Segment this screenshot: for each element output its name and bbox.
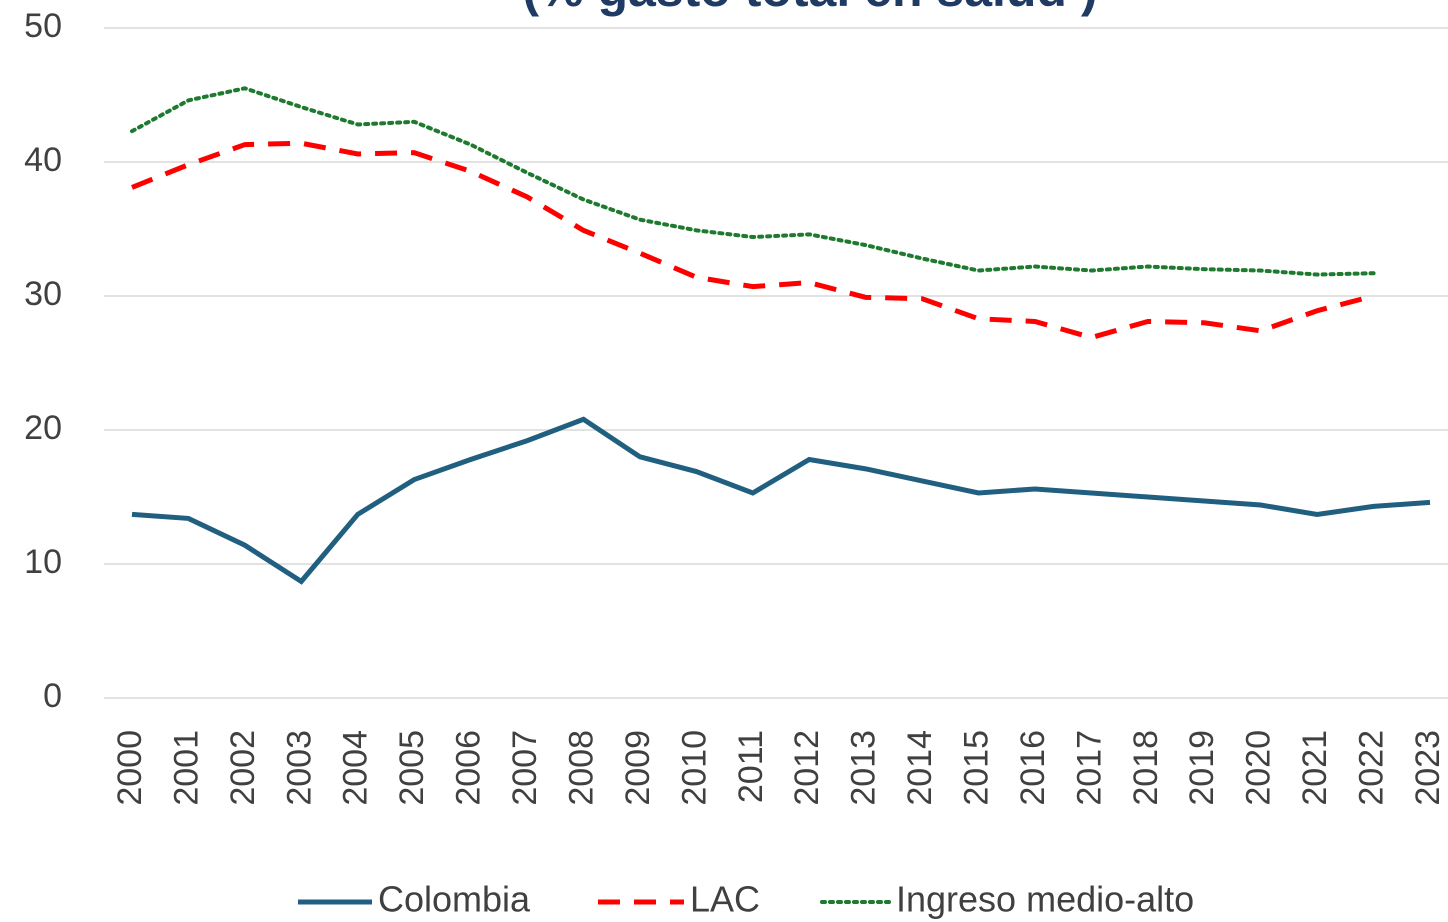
y-tick-label: 0 bbox=[43, 677, 62, 715]
legend-label: LAC bbox=[690, 879, 760, 920]
x-tick-label: 2017 bbox=[1070, 730, 1108, 806]
x-tick-label: 2005 bbox=[393, 730, 431, 806]
x-tick-label: 2015 bbox=[958, 730, 996, 806]
x-tick-label: 2013 bbox=[845, 730, 883, 806]
x-tick-label: 2002 bbox=[224, 730, 262, 806]
legend-label: Colombia bbox=[378, 879, 531, 920]
y-tick-label: 20 bbox=[24, 409, 62, 447]
series-line bbox=[131, 416, 1431, 585]
x-tick-label: 2006 bbox=[450, 730, 488, 806]
x-tick-label: 2010 bbox=[675, 730, 713, 806]
series-line bbox=[131, 140, 1375, 341]
x-tick-label: 2020 bbox=[1240, 730, 1278, 806]
x-tick-label: 2008 bbox=[562, 730, 600, 806]
x-tick-label: 2003 bbox=[280, 730, 318, 806]
x-tick-label: 2018 bbox=[1127, 730, 1165, 806]
x-tick-label: 2007 bbox=[506, 730, 544, 806]
y-tick-label: 40 bbox=[24, 141, 62, 179]
x-tick-label: 2004 bbox=[337, 730, 375, 806]
legend-label: Ingreso medio-alto bbox=[896, 879, 1194, 920]
x-tick-label: 2000 bbox=[111, 730, 149, 806]
y-tick-label: 10 bbox=[24, 543, 62, 581]
x-tick-label: 2001 bbox=[167, 730, 205, 806]
chart-title: (% gasto total en salud ) bbox=[522, 0, 1097, 17]
y-tick-label: 30 bbox=[24, 275, 62, 313]
x-tick-label: 2014 bbox=[901, 730, 939, 806]
x-tick-label: 2011 bbox=[732, 730, 770, 803]
x-tick-label: 2019 bbox=[1183, 730, 1221, 806]
x-tick-label: 2022 bbox=[1353, 730, 1391, 806]
series-line bbox=[130, 86, 1376, 277]
x-tick-label: 2009 bbox=[619, 730, 657, 806]
x-tick-label: 2023 bbox=[1409, 730, 1447, 806]
y-tick-label: 50 bbox=[24, 7, 62, 45]
x-tick-label: 2016 bbox=[1014, 730, 1052, 806]
x-tick-label: 2021 bbox=[1296, 730, 1334, 806]
x-tick-label: 2012 bbox=[788, 730, 826, 806]
